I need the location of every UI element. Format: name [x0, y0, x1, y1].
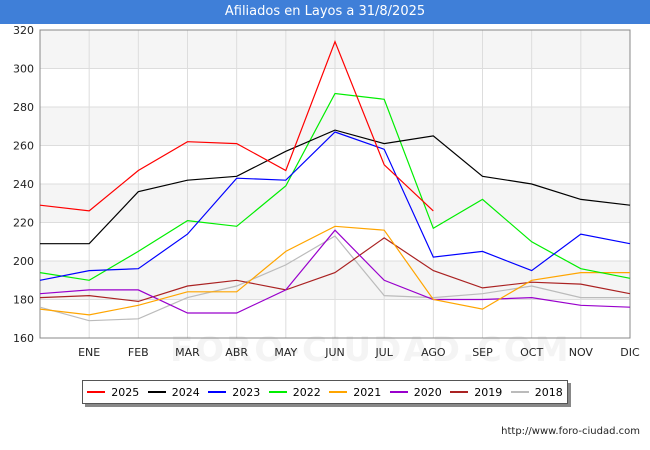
series-line-2019	[39, 237, 631, 303]
legend-label: 2024	[171, 385, 200, 399]
x-tick-label: MAY	[274, 346, 297, 359]
legend-swatch	[329, 391, 348, 393]
watermark: FORO-CIUDAD.COM	[170, 330, 571, 370]
x-tick-label: JUL	[374, 346, 393, 359]
y-tick-label: 300	[13, 63, 34, 76]
legend-swatch	[450, 391, 469, 393]
legend-swatch	[208, 391, 227, 393]
series-line-2022	[39, 92, 631, 281]
y-tick-label: 320	[13, 24, 34, 37]
legend-label: 2019	[474, 385, 503, 399]
legend-item-2018: 2018	[510, 385, 563, 399]
legend-swatch	[389, 391, 408, 393]
legend-label: 2025	[111, 385, 140, 399]
source-link[interactable]: http://www.foro-ciudad.com	[501, 426, 640, 437]
x-tick-label: ENE	[78, 346, 100, 359]
x-tick-label: AGO	[421, 346, 446, 359]
legend-swatch	[87, 391, 106, 393]
legend-item-2020: 2020	[389, 385, 442, 399]
y-tick-label: 180	[13, 294, 34, 307]
legend-item-2021: 2021	[329, 386, 381, 399]
legend-label: 2022	[292, 385, 321, 399]
legend-item-2019: 2019	[450, 386, 502, 399]
legend-item-2023: 2023	[208, 386, 260, 399]
chart-legend: 2025 2024 2023 2022 2021 2020 2019 2018	[82, 380, 568, 404]
series-line-2025	[39, 39, 434, 212]
y-tick-label: 240	[13, 178, 34, 191]
series-line-2020	[39, 229, 631, 314]
y-tick-label: 160	[13, 332, 34, 345]
legend-label: 2021	[353, 385, 382, 399]
y-tick-label: 260	[13, 140, 34, 153]
legend-swatch	[147, 391, 166, 393]
x-tick-label: NOV	[569, 346, 594, 359]
series-line-2024	[40, 129, 631, 245]
y-tick-label: 220	[13, 217, 34, 230]
series-line-2021	[39, 225, 630, 316]
series-line-2018	[39, 235, 630, 322]
legend-swatch	[510, 391, 529, 393]
legend-label: 2020	[413, 385, 442, 399]
legend-item-2024: 2024	[147, 385, 200, 399]
x-tick-label: SEP	[472, 346, 493, 359]
x-tick-label: JUN	[324, 346, 345, 359]
x-tick-label: OCT	[520, 346, 543, 359]
legend-item-2025: 2025	[87, 386, 139, 399]
series-line-2023	[39, 131, 631, 281]
x-tick-label: MAR	[175, 346, 200, 359]
y-tick-label: 200	[13, 255, 34, 268]
x-tick-label: DIC	[620, 346, 640, 359]
plot-frame	[39, 29, 631, 339]
legend-label: 2018	[534, 385, 563, 399]
legend-item-2022: 2022	[268, 385, 321, 399]
x-tick-label: ABR	[225, 346, 248, 359]
x-tick-label: FEB	[128, 346, 149, 359]
chart-title: Afiliados en Layos a 31/8/2025	[224, 4, 426, 19]
title-bar: Afiliados en Layos a 31/8/2025	[0, 0, 650, 24]
y-tick-label: 280	[13, 101, 34, 114]
legend-label: 2023	[232, 385, 261, 399]
legend-swatch	[268, 391, 287, 393]
